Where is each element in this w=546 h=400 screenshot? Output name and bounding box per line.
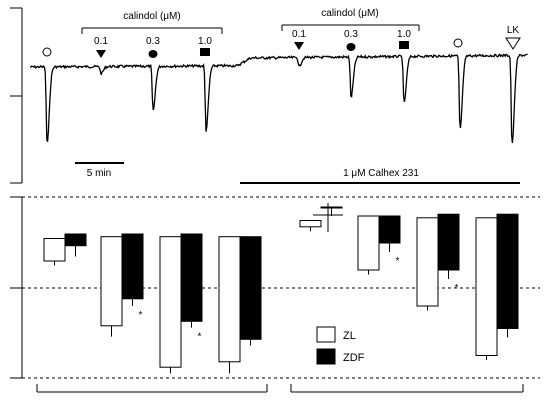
significance-star: *: [455, 283, 459, 294]
significance-star: *: [139, 310, 143, 321]
dose-label-1.0-left: 1.0: [198, 36, 212, 47]
legend-label-zdf: ZDF: [343, 352, 365, 364]
bar-series: * * * *: [43, 206, 519, 374]
filled-triangle-marker: [96, 50, 106, 58]
filled-square-marker: [200, 48, 210, 56]
bar-zdf-group-1: [64, 233, 87, 247]
tension-trace-panel: calindol (μM) calindol (μM) 0.1 0.3 1.0 …: [10, 7, 528, 184]
legend-swatch-zl: [316, 326, 336, 343]
bar-chart-panel: * * * * ZL ZDF: [10, 196, 540, 393]
significance-star: *: [198, 332, 202, 343]
calindol-bracket-right: calindol (μM): [281, 8, 420, 31]
legend-label-zl: ZL: [343, 330, 356, 342]
legend: ZL ZDF: [316, 326, 365, 365]
calindol-bracket-left: calindol (μM): [81, 11, 223, 34]
filled-circle-marker: [148, 50, 158, 58]
bar-zl-group-1: [43, 238, 66, 262]
bar-zl-group-2: [100, 236, 123, 327]
bar-zl-group-7: [416, 217, 439, 307]
lk-label: LK: [507, 25, 520, 36]
bar-zl-group-6: [357, 215, 380, 271]
filled-triangle-marker: [294, 42, 304, 50]
dose-label-0.3-right: 0.3: [344, 29, 358, 40]
calhex-label: 1 μM Calhex 231: [343, 168, 419, 179]
legend-swatch-zdf: [316, 348, 336, 365]
significance-star: *: [396, 256, 400, 267]
bar-zdf-group-4: [239, 236, 262, 340]
bar-zdf-group-6: [378, 215, 401, 244]
dose-label-0.1-right: 0.1: [292, 29, 306, 40]
dose-label-0.1-left: 0.1: [94, 36, 108, 47]
bar-zl-group-4: [218, 236, 241, 363]
time-scale-label: 5 min: [87, 168, 111, 179]
dose-label-0.3-left: 0.3: [146, 36, 160, 47]
tension-trace-line: [29, 53, 528, 144]
calindol-label-right: calindol (μM): [321, 8, 378, 19]
bar-zdf-group-3: [180, 233, 203, 322]
bar-zdf-group-8: [496, 213, 519, 329]
bar-zl-group-5: [299, 220, 322, 228]
open-circle-marker: [42, 47, 52, 57]
bar-zdf-group-7: [437, 213, 460, 271]
bar-zl-group-8: [475, 217, 498, 356]
filled-square-marker: [399, 41, 409, 49]
open-circle-marker: [453, 38, 463, 48]
calindol-label-left: calindol (μM): [123, 11, 180, 22]
dose-label-1.0-right: 1.0: [397, 29, 411, 40]
filled-circle-marker: [346, 43, 356, 51]
bar-zl-group-3: [159, 236, 182, 368]
bar-zdf-group-2: [121, 233, 144, 300]
open-triangle-marker: [505, 37, 521, 50]
